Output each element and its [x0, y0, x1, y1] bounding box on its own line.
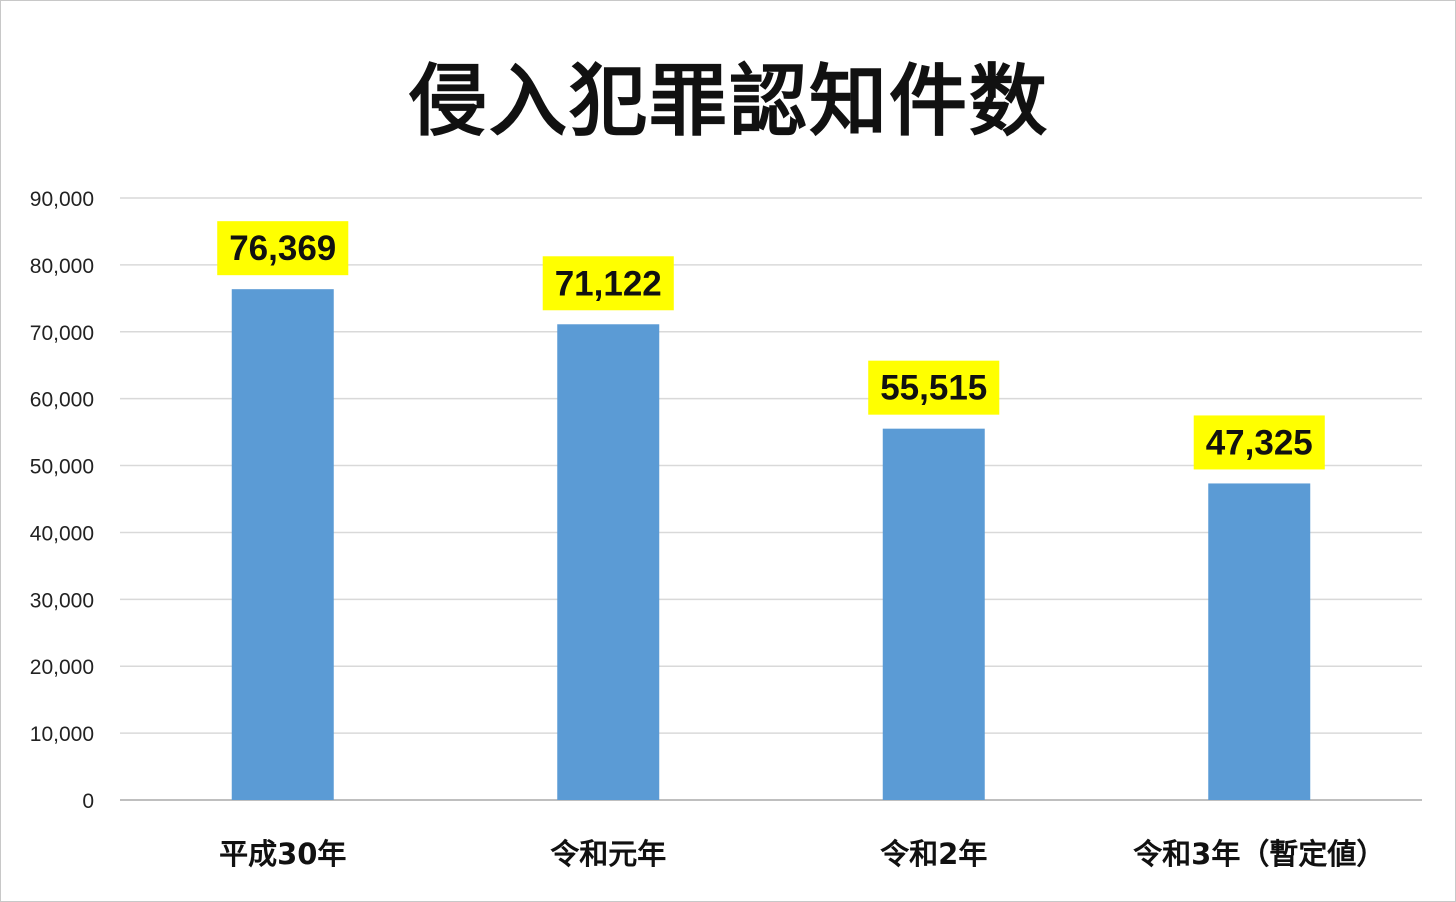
data-label: 71,122 [555, 264, 662, 303]
y-tick-label: 0 [82, 790, 94, 813]
category-label: 令和3年（暫定値） [1133, 837, 1385, 871]
data-label: 47,325 [1206, 423, 1313, 462]
category-label: 平成30年 [219, 837, 346, 871]
bar [1208, 483, 1311, 800]
data-label-background [868, 360, 1000, 415]
y-tick-label: 60,000 [30, 389, 94, 412]
category-label: 令和2年 [880, 837, 987, 871]
chart-title: 侵入犯罪認知件数 [408, 57, 1049, 147]
bar [231, 289, 334, 800]
y-tick-label: 90,000 [30, 188, 94, 211]
data-label-background [1193, 415, 1325, 470]
y-tick-label: 80,000 [30, 255, 94, 278]
data-label: 55,515 [880, 369, 987, 408]
bar [882, 428, 985, 800]
y-tick-label: 10,000 [30, 723, 94, 746]
bar [557, 324, 660, 800]
data-label: 76,369 [229, 229, 336, 268]
y-tick-label: 40,000 [30, 522, 94, 545]
y-tick-label: 20,000 [30, 656, 94, 679]
category-label: 令和元年 [550, 837, 666, 871]
y-tick-label: 70,000 [30, 322, 94, 345]
data-label-background [217, 221, 349, 276]
y-tick-label: 30,000 [30, 589, 94, 612]
data-label-background [542, 256, 674, 311]
y-tick-label: 50,000 [30, 456, 94, 479]
